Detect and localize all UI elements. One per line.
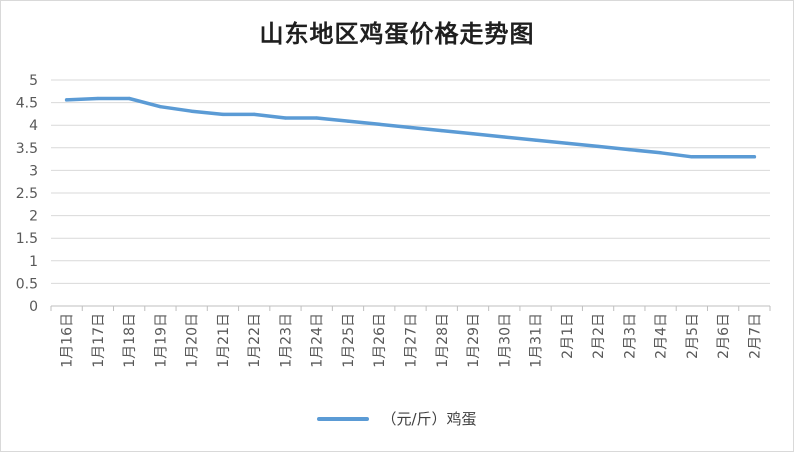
x-tick-label: 1月17日 xyxy=(91,313,107,368)
legend-swatch xyxy=(317,416,370,421)
x-tick-label: 2月7日 xyxy=(747,313,763,359)
y-tick-label: 2.5 xyxy=(16,186,38,202)
data-point xyxy=(315,116,319,120)
x-tick-label: 1月25日 xyxy=(341,313,357,368)
x-tick-label: 1月29日 xyxy=(466,313,482,368)
y-tick-label: 1.5 xyxy=(16,231,38,247)
data-point xyxy=(408,125,413,130)
data-point xyxy=(127,96,131,101)
data-point xyxy=(533,138,538,142)
x-tick-label: 2月4日 xyxy=(654,313,670,359)
data-point xyxy=(190,109,194,113)
data-point xyxy=(690,155,694,159)
y-tick-label: 0 xyxy=(29,299,38,315)
data-point xyxy=(377,122,381,126)
x-tick-label: 2月6日 xyxy=(716,313,732,359)
data-point xyxy=(283,116,288,120)
x-tick-label: 1月24日 xyxy=(310,313,326,368)
x-tick-label: 1月18日 xyxy=(122,313,138,368)
y-tick-label: 2 xyxy=(29,209,38,225)
y-tick-label: 1 xyxy=(29,254,38,270)
data-point xyxy=(658,151,663,155)
legend: （元/斤）鸡蛋 xyxy=(0,408,794,429)
x-tick-label: 1月26日 xyxy=(372,313,388,368)
data-point xyxy=(565,141,569,145)
x-tick-label: 1月31日 xyxy=(529,313,545,368)
x-tick-label: 1月16日 xyxy=(60,313,76,368)
x-tick-label: 2月2日 xyxy=(591,313,607,359)
x-tick-label: 1月27日 xyxy=(404,313,420,368)
data-point xyxy=(502,135,506,139)
data-point xyxy=(440,129,444,133)
data-point xyxy=(65,98,69,102)
x-tick-label: 1月30日 xyxy=(497,313,513,368)
data-point xyxy=(752,155,756,159)
y-tick-label: 4.5 xyxy=(16,96,38,112)
y-tick-label: 3 xyxy=(29,163,38,179)
x-tick-label: 1月21日 xyxy=(216,313,232,368)
chart-title: 山东地区鸡蛋价格走势图 xyxy=(259,19,535,48)
x-tick-label: 2月5日 xyxy=(685,313,701,359)
data-point xyxy=(221,112,225,116)
data-point xyxy=(252,112,256,116)
data-point xyxy=(158,105,163,109)
y-tick-label: 5 xyxy=(29,73,38,89)
x-tick-label: 1月28日 xyxy=(435,313,451,368)
y-tick-label: 4 xyxy=(29,118,38,134)
x-tick-label: 1月20日 xyxy=(185,313,201,368)
x-tick-label: 2月3日 xyxy=(622,313,638,359)
y-tick-label: 0.5 xyxy=(16,276,38,292)
x-tick-label: 1月19日 xyxy=(153,313,169,368)
y-tick-label: 3.5 xyxy=(16,141,38,157)
data-point xyxy=(471,132,475,136)
x-tick-label: 1月22日 xyxy=(247,313,263,368)
data-point xyxy=(627,148,631,152)
data-point xyxy=(96,96,100,101)
data-point xyxy=(346,119,350,123)
legend-label: （元/斤）鸡蛋 xyxy=(381,410,477,428)
x-tick-label: 2月1日 xyxy=(560,313,576,359)
data-point xyxy=(596,144,600,149)
x-tick-label: 1月23日 xyxy=(278,313,294,368)
data-point xyxy=(721,155,725,159)
